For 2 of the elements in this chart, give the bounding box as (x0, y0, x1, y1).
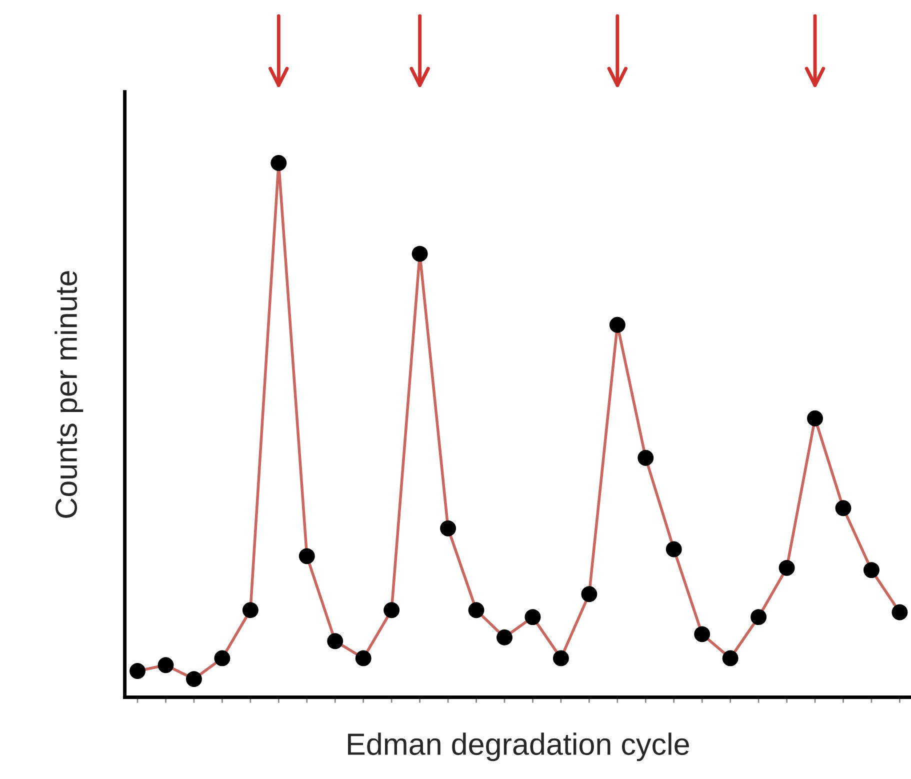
x-axis-title: Edman degradation cycle (348, 732, 689, 762)
y-axis-title: Counts per minute (54, 271, 84, 518)
